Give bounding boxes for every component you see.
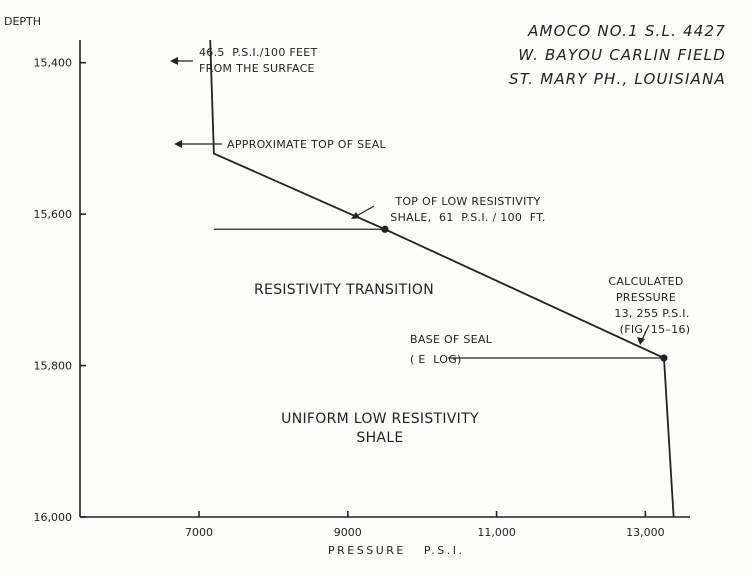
pressure-depth-line-0 (209, 39, 675, 518)
gradient-arrowhead (170, 57, 178, 65)
y-axis-title: DEPTH (4, 15, 41, 28)
calculated-note-line-4: (FIG. 15–16) (620, 323, 691, 336)
low-res-note-line-2: SHALE, 61 P.S.I. / 100 FT. (390, 211, 545, 224)
low-res-note-line-1: TOP OF LOW RESISTIVITY (394, 195, 540, 208)
y-tick-label-3: 16,000 (34, 511, 73, 524)
reference-lines (213, 228, 664, 359)
x-tick-label-3: 13,000 (626, 526, 665, 539)
low-res-arrowhead (351, 212, 360, 219)
title-line-3: ST. MARY PH., LOUISIANA (509, 70, 726, 88)
gradient-note-line-2: FROM THE SURFACE (199, 62, 315, 75)
annotations: 46.5 P.S.I./100 FEET FROM THE SURFACE AP… (199, 46, 690, 446)
calculated-arrowhead (637, 337, 645, 345)
axis-ticks: 7000 9000 11,000 13,000 15,400 15,600 15,800 16… (34, 57, 665, 539)
data-point-1 (660, 354, 668, 362)
series-layer (209, 39, 675, 518)
uniform-region-line-2: SHALE (356, 430, 403, 446)
x-tick-label-1: 9000 (334, 526, 362, 539)
gradient-note-line-1: 46.5 P.S.I./100 FEET (199, 46, 318, 59)
calculated-note-line-1: CALCULATED (608, 275, 683, 288)
x-axis-title: PRESSURE P.S.I. (328, 544, 464, 557)
calculated-note-line-3: 13, 255 P.S.I. (614, 307, 689, 320)
x-tick-label-0: 7000 (185, 526, 213, 539)
transition-region-label: RESISTIVITY TRANSITION (254, 282, 434, 298)
annotation-arrows (170, 57, 650, 345)
x-tick-label-2: 11,000 (477, 526, 516, 539)
y-tick-label-0: 15,400 (34, 57, 73, 70)
markers-layer (381, 225, 668, 362)
base-of-seal-line-2: ( E LOG) (410, 353, 462, 366)
title-line-1: AMOCO NO.1 S.L. 4427 (527, 22, 726, 40)
title-line-2: W. BAYOU CARLIN FIELD (518, 46, 726, 64)
calculated-note-line-2: PRESSURE (616, 291, 676, 304)
y-tick-label-1: 15,600 (34, 208, 73, 221)
y-tick-label-2: 15,800 (34, 360, 73, 373)
top-seal-arrowhead (174, 140, 182, 148)
base-of-seal-line-1: BASE OF SEAL (410, 333, 493, 346)
axes (79, 40, 690, 518)
chart-title: AMOCO NO.1 S.L. 4427 W. BAYOU CARLIN FIE… (509, 22, 726, 88)
uniform-region-line-1: UNIFORM LOW RESISTIVITY (281, 411, 479, 427)
data-point-0 (381, 225, 389, 233)
top-of-seal-note: APPROXIMATE TOP OF SEAL (227, 138, 387, 151)
